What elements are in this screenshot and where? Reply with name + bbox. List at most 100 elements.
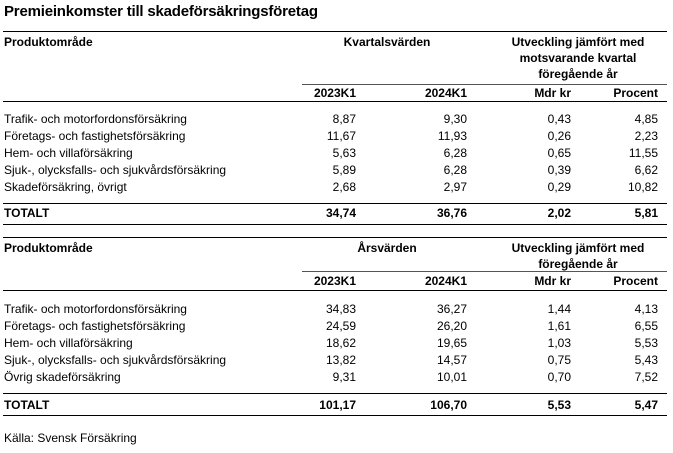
row-label: Företags- och fastighetsförsäkring <box>4 319 186 333</box>
total-procent: 5,81 <box>634 206 658 220</box>
value-2023k1: 24,59 <box>325 319 356 333</box>
page-title: Premieinkomster till skadeförsäkringsför… <box>4 3 318 20</box>
value-2023k1: 5,89 <box>332 163 356 177</box>
value-procent: 6,55 <box>634 319 658 333</box>
table-row: Sjuk-, olycksfalls- och sjukvårdsförsäkr… <box>0 162 673 179</box>
top-rule <box>3 237 667 238</box>
value-mdr-kr: 0,26 <box>547 129 571 143</box>
change-header-line-2: motsvarande kvartal <box>519 51 637 65</box>
value-2023k1: 2,68 <box>332 180 356 194</box>
value-2023k1: 11,67 <box>326 129 356 143</box>
value-mdr-kr: 0,65 <box>547 146 571 160</box>
table-row: Trafik- och motorfordonsförsäkring 34,83… <box>0 301 673 318</box>
table-row: Hem- och villaförsäkring 5,63 6,28 0,65 … <box>0 145 673 162</box>
value-procent: 10,82 <box>627 180 658 194</box>
table-bottom-rule <box>3 415 667 416</box>
column-header-2023k1: 2023K1 <box>313 274 356 288</box>
row-label: Skadeförsäkring, övrigt <box>4 180 127 194</box>
value-mdr-kr: 0,39 <box>547 163 571 177</box>
value-mdr-kr: 0,29 <box>547 180 571 194</box>
total-2023k1: 34,74 <box>325 206 356 220</box>
value-procent: 7,52 <box>634 370 658 384</box>
table-row: Övrig skadeförsäkring 9,31 10,01 0,70 7,… <box>0 369 673 386</box>
value-2023k1: 8,87 <box>332 112 356 126</box>
value-procent: 4,13 <box>634 302 658 316</box>
value-2023k1: 13,82 <box>325 353 356 367</box>
product-header: Produktområde <box>4 35 93 49</box>
values-header: Kvartalsvärden <box>343 35 431 49</box>
change-header-line-3: föregående år <box>538 67 618 81</box>
value-2023k1: 18,62 <box>325 336 356 350</box>
table-row: Hem- och villaförsäkring 18,62 19,65 1,0… <box>0 335 673 352</box>
row-label: Trafik- och motorfordonsförsäkring <box>4 302 187 316</box>
value-2024k1: 9,30 <box>443 112 467 126</box>
row-label: Sjuk-, olycksfalls- och sjukvårdsförsäkr… <box>4 163 227 177</box>
column-header-mdr-kr: Mdr kr <box>534 274 571 288</box>
top-rule <box>3 31 667 32</box>
table-row: Sjuk-, olycksfalls- och sjukvårdsförsäkr… <box>0 352 673 369</box>
value-2024k1: 10,01 <box>436 370 467 384</box>
value-mdr-kr: 0,75 <box>547 353 571 367</box>
value-procent: 4,85 <box>634 112 658 126</box>
row-label: Hem- och villaförsäkring <box>4 146 133 160</box>
total-mdr-kr: 2,02 <box>547 206 571 220</box>
column-header-mdr-kr: Mdr kr <box>534 86 571 100</box>
column-header-procent: Procent <box>613 274 658 288</box>
total-row: TOTALT 101,17 106,70 5,53 5,47 <box>0 397 673 414</box>
change-header-line-2: föregående år <box>538 257 618 271</box>
total-2024k1: 106,70 <box>430 398 467 412</box>
subheader-rule <box>302 271 667 272</box>
value-mdr-kr: 0,43 <box>547 112 571 126</box>
subheader-rule <box>302 84 667 85</box>
value-2024k1: 36,27 <box>436 302 467 316</box>
value-2024k1: 2,97 <box>443 180 467 194</box>
value-mdr-kr: 1,03 <box>547 336 571 350</box>
value-2023k1: 9,31 <box>332 370 356 384</box>
value-2024k1: 26,20 <box>436 319 467 333</box>
total-row: TOTALT 34,74 36,76 2,02 5,81 <box>0 205 673 222</box>
source-note: Källa: Svensk Försäkring <box>4 431 137 445</box>
value-mdr-kr: 0,70 <box>547 370 571 384</box>
row-label: Sjuk-, olycksfalls- och sjukvårdsförsäkr… <box>4 353 227 367</box>
product-header: Produktområde <box>4 241 93 255</box>
value-2024k1: 6,28 <box>443 163 467 177</box>
total-2024k1: 36,76 <box>436 206 467 220</box>
row-label: Övrig skadeförsäkring <box>4 370 121 384</box>
table-bottom-rule <box>3 224 667 225</box>
row-label: Hem- och villaförsäkring <box>4 336 133 350</box>
table-row: Företags- och fastighetsförsäkring 24,59… <box>0 318 673 335</box>
value-procent: 6,62 <box>634 163 658 177</box>
total-label: TOTALT <box>4 206 50 220</box>
value-2023k1: 5,63 <box>332 146 356 160</box>
total-top-rule <box>3 393 667 394</box>
value-mdr-kr: 1,61 <box>547 319 571 333</box>
column-header-2023k1: 2023K1 <box>313 86 356 100</box>
value-2024k1: 19,65 <box>436 336 467 350</box>
column-header-procent: Procent <box>613 86 658 100</box>
total-mdr-kr: 5,53 <box>547 398 571 412</box>
row-label: Företags- och fastighetsförsäkring <box>4 129 186 143</box>
value-2024k1: 11,93 <box>437 129 467 143</box>
value-2024k1: 14,57 <box>436 353 467 367</box>
value-mdr-kr: 1,44 <box>547 302 571 316</box>
table-row: Skadeförsäkring, övrigt 2,68 2,97 0,29 1… <box>0 179 673 196</box>
value-procent: 11,55 <box>628 146 658 160</box>
table-row: Företags- och fastighetsförsäkring 11,67… <box>0 128 673 145</box>
row-label: Trafik- och motorfordonsförsäkring <box>4 112 187 126</box>
change-header-line-1: Utveckling jämfört med <box>511 35 645 49</box>
table-row: Trafik- och motorfordonsförsäkring 8,87 … <box>0 111 673 128</box>
value-procent: 5,53 <box>634 336 658 350</box>
column-header-2024k1: 2024K1 <box>424 86 467 100</box>
total-top-rule <box>3 203 667 204</box>
values-header: Årsvärden <box>357 241 417 255</box>
change-header-line-1: Utveckling jämfört med <box>511 241 645 255</box>
total-procent: 5,47 <box>634 398 658 412</box>
value-2023k1: 34,83 <box>325 302 356 316</box>
header-bottom-rule <box>3 101 667 102</box>
header-bottom-rule <box>3 290 667 291</box>
total-label: TOTALT <box>4 398 50 412</box>
value-procent: 2,23 <box>634 129 658 143</box>
value-procent: 5,43 <box>634 353 658 367</box>
total-2023k1: 101,17 <box>319 398 356 412</box>
column-header-2024k1: 2024K1 <box>424 274 467 288</box>
